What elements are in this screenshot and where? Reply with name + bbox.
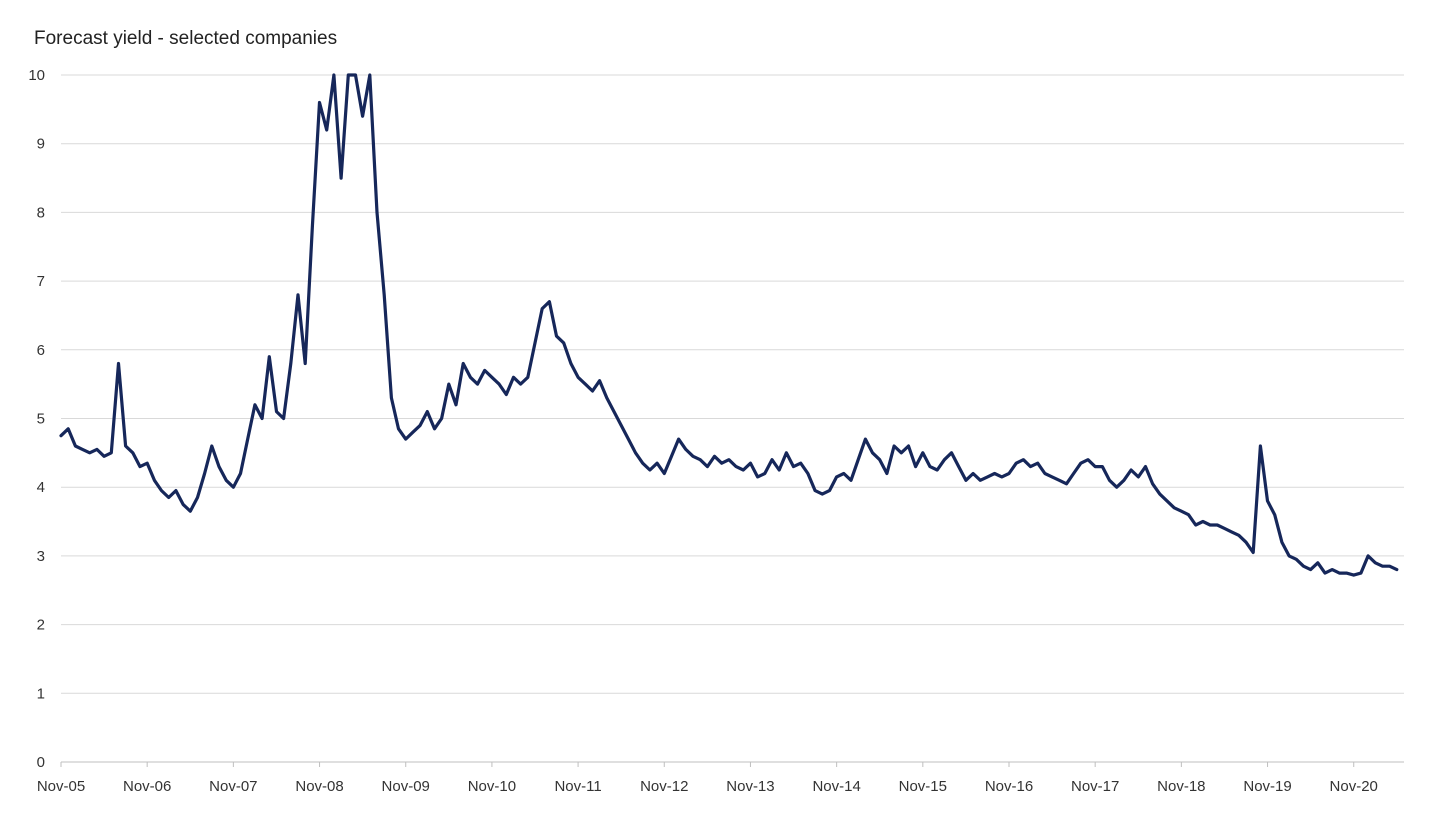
y-tick-label: 10: [28, 67, 45, 84]
x-tick-label: Nov-07: [209, 778, 257, 795]
x-tick-label: Nov-05: [37, 778, 85, 795]
x-tick-label: Nov-17: [1071, 778, 1119, 795]
x-tick-label: Nov-12: [640, 778, 688, 795]
y-tick-label: 2: [37, 617, 45, 634]
y-tick-label: 1: [37, 685, 45, 702]
y-tick-label: 8: [37, 204, 45, 221]
series-line-0: [59, 73, 1399, 577]
y-tick-label: 0: [37, 754, 45, 771]
x-tick-label: Nov-15: [899, 778, 947, 795]
y-tick-label: 5: [37, 411, 45, 428]
y-tick-label: 7: [37, 273, 45, 290]
y-tick-label: 9: [37, 136, 45, 153]
x-tick-label: Nov-20: [1330, 778, 1378, 795]
x-tick-label: Nov-08: [295, 778, 343, 795]
series-layer: [59, 73, 1399, 577]
x-tick-label: Nov-10: [468, 778, 516, 795]
chart-title: Forecast yield - selected companies: [34, 28, 338, 49]
gridlines: [61, 74, 1404, 763]
x-tick-label: Nov-11: [554, 778, 601, 795]
x-tick-label: Nov-18: [1157, 778, 1205, 795]
x-tick-label: Nov-09: [382, 778, 430, 795]
y-axis-tick-labels: 0 1 2 3 4 5 6 7 8 9 10: [28, 67, 45, 771]
x-tick-label: Nov-19: [1243, 778, 1291, 795]
x-tick-label: Nov-13: [726, 778, 774, 795]
y-tick-label: 4: [37, 479, 45, 496]
y-tick-label: 3: [37, 548, 45, 565]
x-tick-label: Nov-06: [123, 778, 171, 795]
x-tick-label: Nov-14: [812, 778, 860, 795]
x-tick-label: Nov-16: [985, 778, 1033, 795]
y-tick-label: 6: [37, 342, 45, 359]
x-axis-tick-labels: Nov-05 Nov-06 Nov-07 Nov-08 Nov-09 Nov-10 Nov-…: [37, 762, 1378, 795]
